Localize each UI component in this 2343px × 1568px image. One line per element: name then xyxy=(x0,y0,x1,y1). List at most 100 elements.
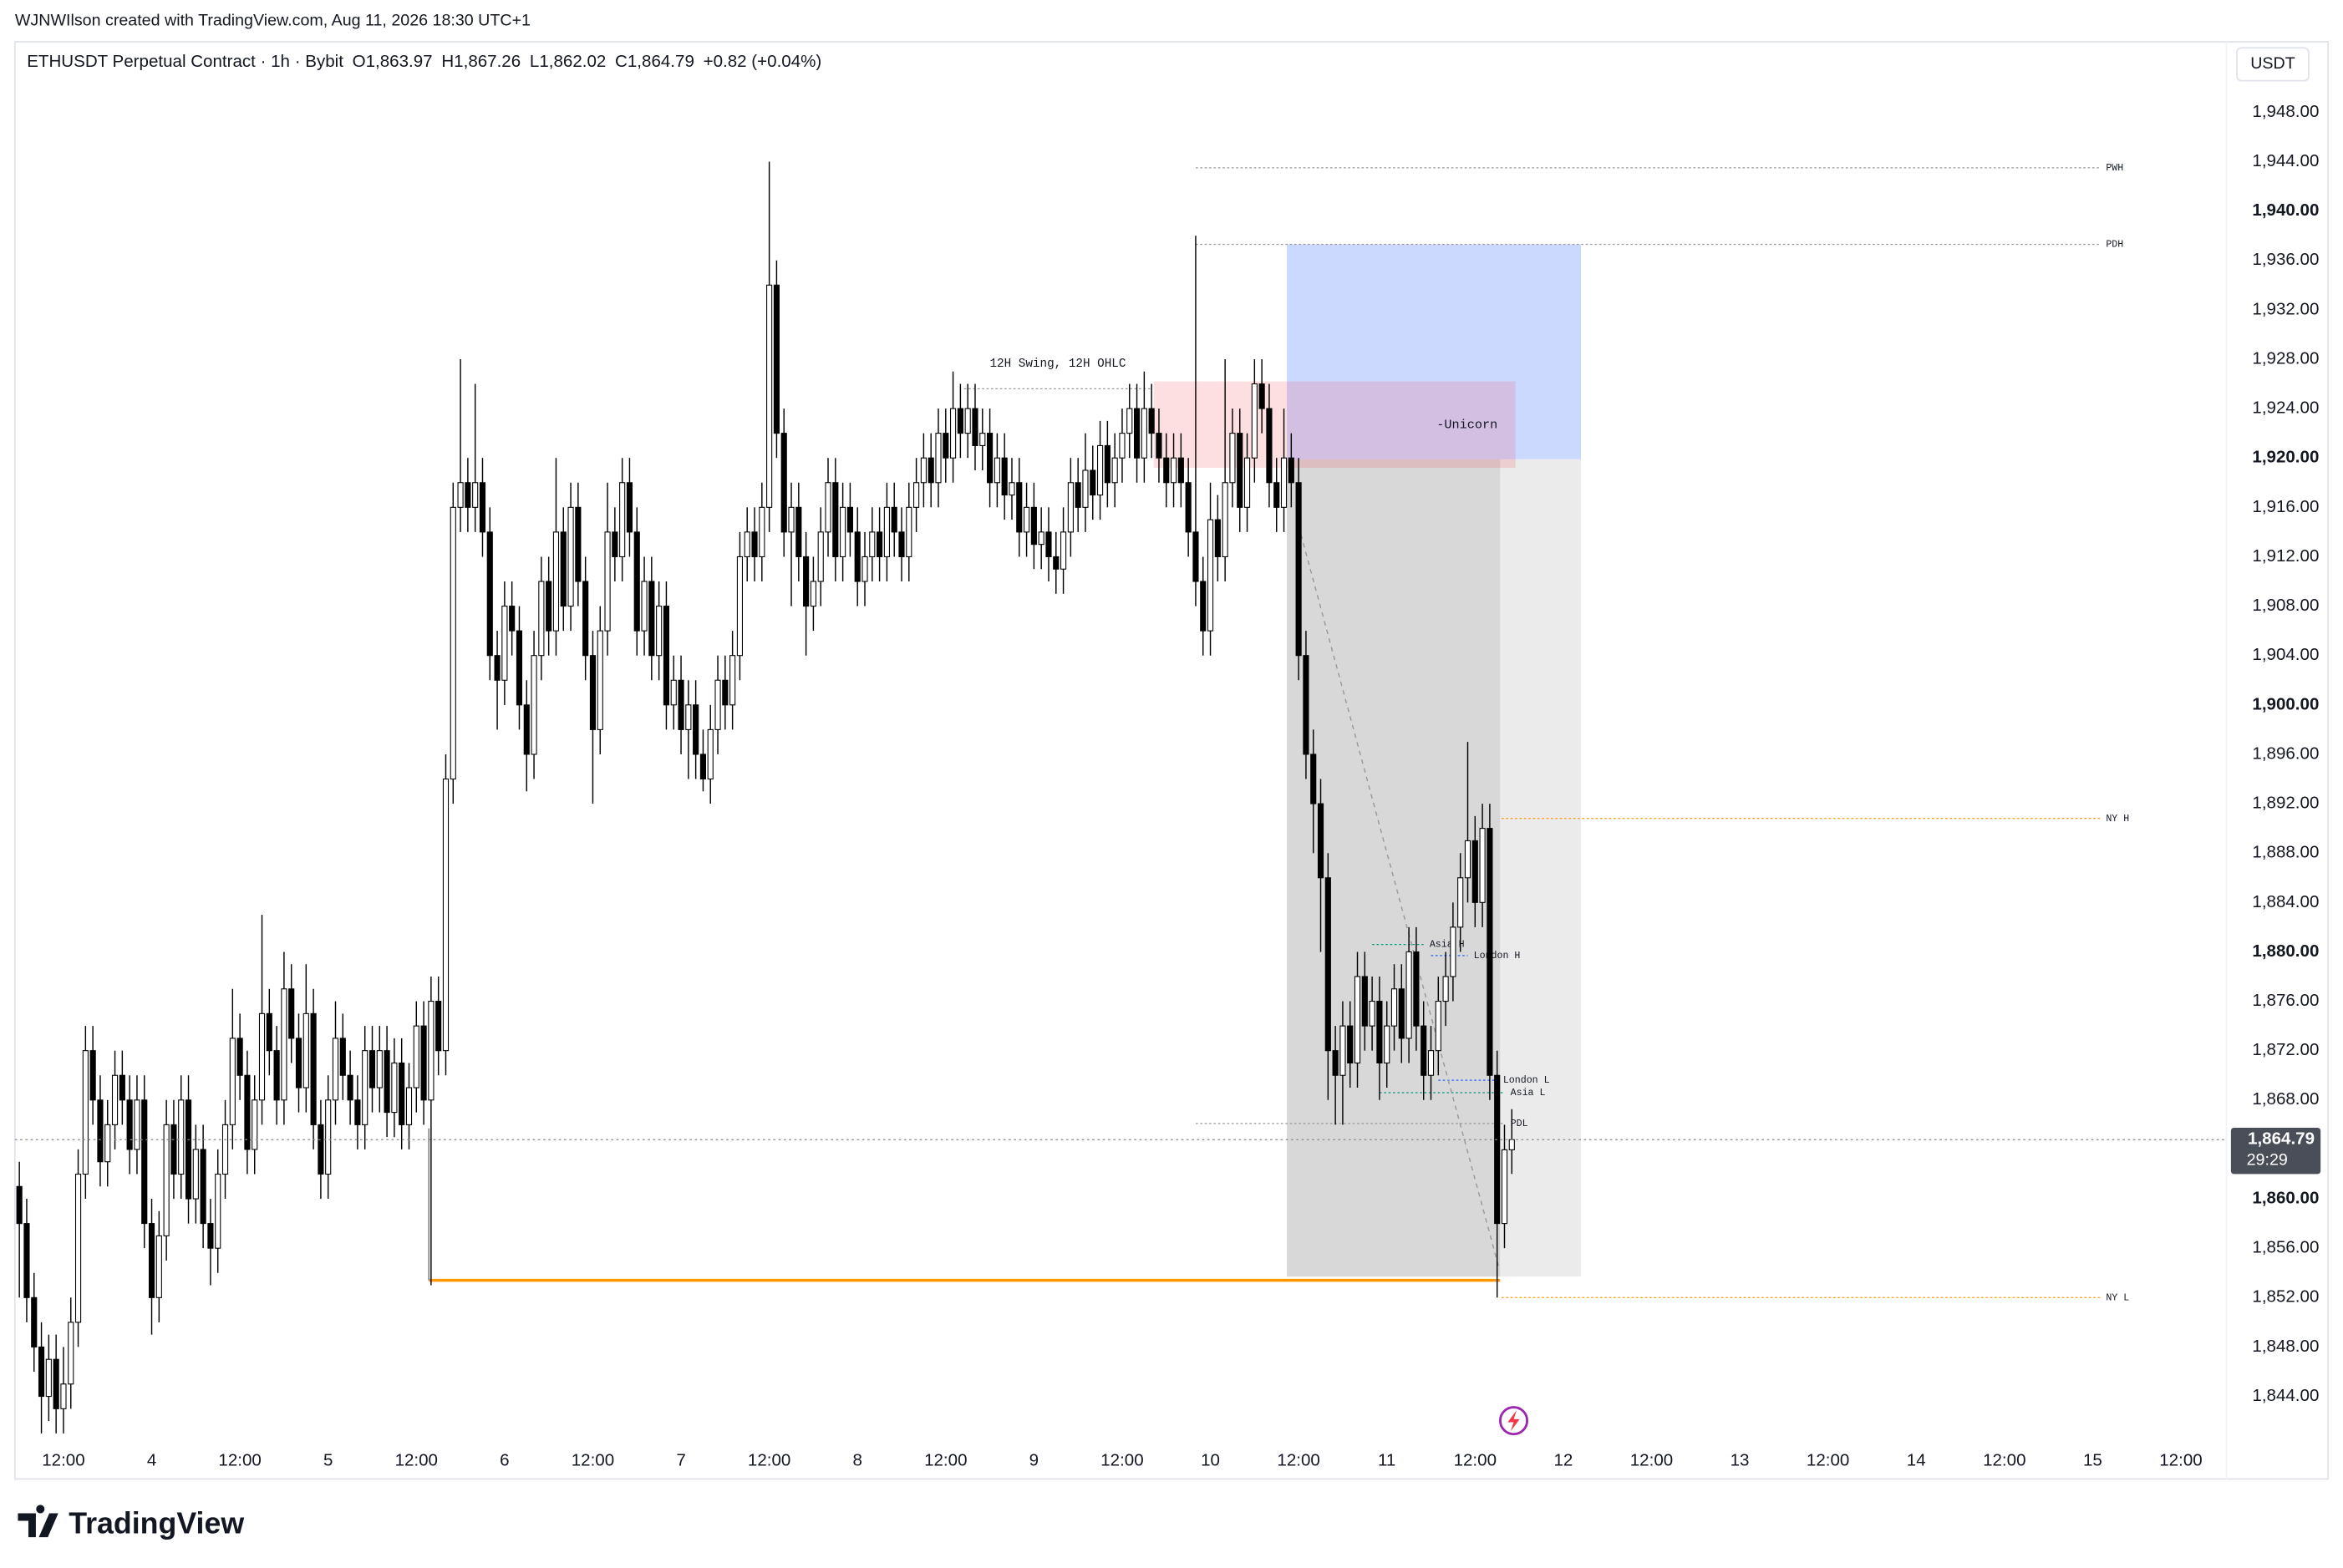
y-tick-label: 1,860.00 xyxy=(2252,1188,2319,1207)
candle-body xyxy=(560,531,567,607)
last-price-box xyxy=(2230,1127,2321,1175)
candle-body xyxy=(1310,754,1317,804)
candle-body xyxy=(1222,482,1228,557)
candle-body xyxy=(825,482,831,533)
candle-body xyxy=(1082,469,1089,508)
x-tick-label: 12:00 xyxy=(1454,1450,1497,1469)
candle-body xyxy=(1060,531,1067,570)
y-tick-label: 1,900.00 xyxy=(2252,694,2319,713)
candle-body xyxy=(501,606,508,681)
candle-body xyxy=(479,482,486,533)
candle-body xyxy=(531,655,537,755)
candle-body xyxy=(567,506,574,607)
candle-body xyxy=(1324,877,1331,1052)
candle-body xyxy=(736,556,744,657)
y-tick-label: 1,904.00 xyxy=(2252,645,2319,664)
candle-body xyxy=(486,531,493,657)
candle-body xyxy=(979,433,986,446)
y-tick-label: 1,912.00 xyxy=(2252,546,2319,566)
candle-body xyxy=(111,1074,119,1125)
candle-body xyxy=(325,1099,332,1175)
symbol: ETHUSDT Perpetual Contract · 1h · Bybit xyxy=(27,53,343,72)
x-tick-label: 5 xyxy=(323,1450,333,1469)
candle-body xyxy=(1053,556,1060,570)
y-tick-label: 1,920.00 xyxy=(2252,448,2319,467)
y-tick-label: 1,896.00 xyxy=(2252,743,2319,763)
candle-body xyxy=(1390,988,1398,1027)
candle-body xyxy=(1251,383,1258,459)
x-tick-label: 12:00 xyxy=(924,1450,967,1469)
candle-body xyxy=(1030,506,1037,546)
y-tick-label: 1,876.00 xyxy=(2252,991,2319,1010)
candle-body xyxy=(612,531,618,557)
candle-body xyxy=(391,1062,398,1114)
candle-body xyxy=(60,1383,67,1409)
x-tick-label: 12:00 xyxy=(42,1450,84,1469)
candle-body xyxy=(104,1124,111,1163)
y-tick-label: 1,948.00 xyxy=(2252,102,2319,121)
candle-body xyxy=(281,988,287,1101)
candle-body xyxy=(1501,1149,1508,1225)
candle-body xyxy=(472,482,479,508)
candle-body xyxy=(751,531,758,557)
logo-icon xyxy=(18,1505,58,1538)
x-tick-label: 12 xyxy=(1553,1450,1573,1469)
candle-body xyxy=(1229,433,1236,484)
candle-body xyxy=(302,1012,309,1088)
x-tick-label: 8 xyxy=(852,1450,861,1469)
candle-body xyxy=(943,433,949,459)
candle-body xyxy=(252,1099,258,1150)
candle-body xyxy=(347,1074,353,1101)
candle-body xyxy=(141,1099,148,1225)
drawing-line xyxy=(1298,525,1501,1270)
candle-body xyxy=(869,531,876,557)
candle-body xyxy=(244,1074,251,1150)
candle-body xyxy=(648,581,655,657)
candle-body xyxy=(97,1099,104,1163)
x-tick-label: 13 xyxy=(1731,1450,1750,1469)
currency-button[interactable] xyxy=(2236,47,2310,82)
candle-body xyxy=(928,457,934,484)
candle-body xyxy=(575,506,582,582)
candle-body xyxy=(38,1346,45,1398)
ohlc-high: H1,867.26 xyxy=(441,53,521,72)
alert-icon[interactable] xyxy=(1498,1406,1529,1436)
candle-body xyxy=(795,506,802,557)
chart-frame xyxy=(13,41,2330,1480)
candle-body xyxy=(68,1322,74,1385)
candle-body xyxy=(1023,506,1030,533)
candle-body xyxy=(170,1124,177,1175)
candle-body xyxy=(428,1001,435,1101)
plot-area: -Unicorn PWH PDH 12H Swing, 12H OHLC NY H NY … xyxy=(14,161,2227,1434)
candle-body xyxy=(295,1038,302,1088)
candle-body xyxy=(1398,988,1405,1039)
y-tick-label: 1,916.00 xyxy=(2252,497,2319,516)
candle-body xyxy=(964,408,971,434)
candle-body xyxy=(663,606,670,706)
logo-text: TradingView xyxy=(69,1506,244,1540)
candle-body xyxy=(854,531,861,582)
candle-body xyxy=(832,482,839,557)
ohlc-close: C1,864.79 xyxy=(615,53,694,72)
candle-body xyxy=(1384,1025,1390,1064)
candle-body xyxy=(546,581,552,632)
candle-body xyxy=(1001,457,1008,496)
candle-body xyxy=(803,556,810,607)
candle-body xyxy=(604,531,611,632)
currency[interactable]: USDT xyxy=(2250,54,2295,73)
candle-body xyxy=(780,433,787,533)
candle-body xyxy=(1156,433,1162,459)
x-tick-label: 11 xyxy=(1378,1450,1395,1469)
x-tick-label: 12:00 xyxy=(1100,1450,1143,1469)
x-tick-label: 15 xyxy=(2083,1450,2102,1469)
candle-body xyxy=(236,1038,243,1076)
candle-body xyxy=(310,1012,317,1125)
candle-body xyxy=(788,506,795,533)
candle-body xyxy=(163,1124,170,1236)
alert-bolt[interactable] xyxy=(1507,1410,1520,1432)
candle-body xyxy=(192,1149,199,1200)
candle-body xyxy=(1288,457,1294,484)
candle-body xyxy=(552,531,560,632)
y-tick-label: 1,868.00 xyxy=(2252,1089,2319,1109)
